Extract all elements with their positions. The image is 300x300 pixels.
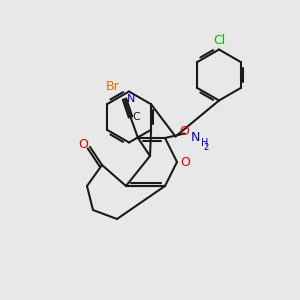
Text: 2: 2 [203, 143, 209, 152]
Text: C: C [133, 112, 140, 122]
Text: N: N [127, 94, 135, 104]
Text: O: O [181, 155, 190, 169]
Text: O: O [79, 138, 88, 151]
Text: Cl: Cl [213, 34, 225, 47]
Text: O: O [179, 125, 189, 139]
Text: N: N [190, 130, 200, 144]
Text: H: H [201, 138, 208, 148]
Text: Br: Br [106, 80, 119, 94]
